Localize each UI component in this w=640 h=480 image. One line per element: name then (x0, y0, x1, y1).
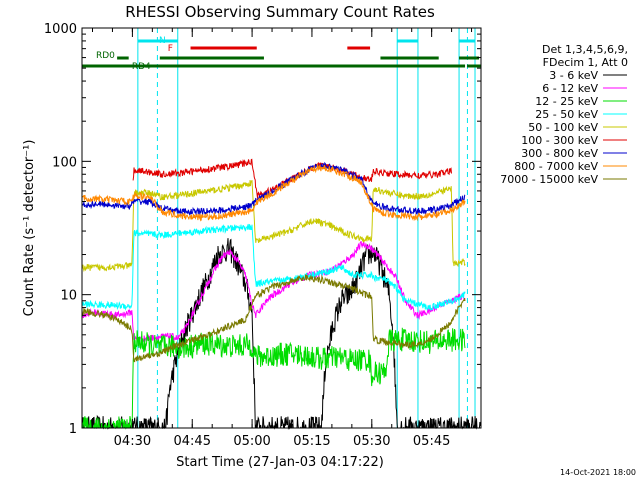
date-stamp: 14-Oct-2021 18:00 (560, 468, 636, 477)
x-tick-label: 05:15 (293, 434, 330, 449)
legend-entry-label: 6 - 12 keV (542, 82, 598, 95)
y-tick-label: 1000 (44, 22, 77, 37)
plot-frame (81, 27, 482, 429)
rd0-label: RD0 (96, 51, 115, 61)
series-line-25-50-kev (81, 223, 466, 312)
legend-header: FDecim 1, Att 0 (543, 56, 628, 69)
legend-header: Det 1,3,4,5,6,9, (542, 43, 628, 56)
y-axis-label: Count Rate (s⁻¹ detector⁻¹) (22, 140, 37, 317)
series-line-300-800-kev (81, 161, 466, 217)
overlay-layer (137, 28, 476, 428)
plot-area: NF RD0 RD4 1 10 100 1000 04:30 04:45 05:00 05:15 0… (44, 22, 482, 449)
legend-entry-label: 800 - 7000 keV (514, 160, 598, 173)
series-line-50-100-kev (81, 179, 466, 273)
legend-entry-label: 25 - 50 keV (535, 108, 598, 121)
x-tick-label: 04:45 (174, 434, 211, 449)
legend-entry-label: 300 - 800 keV (521, 147, 598, 160)
series-line-100-300-kev (132, 158, 452, 199)
flare-label: F (168, 44, 173, 54)
x-axis-label: Start Time (27-Jan-03 04:17:22) (176, 455, 384, 470)
legend-entry-label: 50 - 100 keV (528, 121, 598, 134)
y-tick-label: 1 (69, 422, 77, 437)
legend-entry-label: 100 - 300 keV (521, 134, 598, 147)
x-tick-label: 05:30 (353, 434, 390, 449)
series-line-7000-15000-kev (81, 274, 466, 363)
legend-entry-label: 7000 - 15000 keV (500, 173, 598, 186)
night-label: N (159, 36, 166, 46)
status-bar-layer: NF RD0 RD4 (82, 36, 481, 72)
series-line-12-25-kev (81, 327, 466, 430)
y-tick-label: 10 (60, 289, 77, 304)
axis-layer: 1 10 100 1000 04:30 04:45 05:00 05:15 05:30 05:45 (44, 22, 481, 449)
y-tick-label: 100 (52, 155, 77, 170)
legend-entry-label: 3 - 6 keV (549, 69, 598, 82)
legend: Det 1,3,4,5,6,9,FDecim 1, Att 03 - 6 keV… (500, 43, 628, 186)
legend-entry-label: 12 - 25 keV (535, 95, 598, 108)
chart-title: RHESSI Observing Summary Count Rates (125, 3, 435, 21)
rd4-label: RD4 (132, 62, 151, 72)
x-tick-label: 04:30 (114, 434, 151, 449)
series-line-800-7000-kev (81, 164, 466, 222)
series-layer (81, 158, 482, 430)
x-tick-label: 05:00 (233, 434, 270, 449)
x-tick-label: 05:45 (413, 434, 450, 449)
series-line-6-12-kev (81, 239, 466, 344)
